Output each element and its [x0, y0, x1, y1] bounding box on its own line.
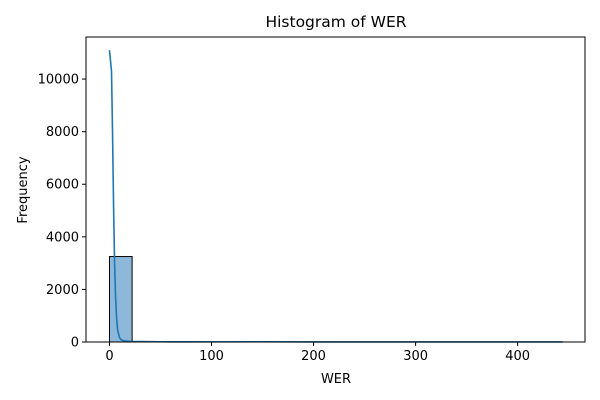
- chart-title: Histogram of WER: [265, 13, 406, 31]
- x-axis-label: WER: [321, 372, 351, 387]
- x-tick-label: 400: [505, 349, 530, 364]
- x-tick-label: 300: [403, 349, 428, 364]
- y-tick-label: 4000: [46, 230, 79, 245]
- x-tick-label: 100: [199, 349, 224, 364]
- y-tick-label: 6000: [46, 178, 79, 193]
- y-axis-label: Frequency: [16, 156, 31, 223]
- axes: [85, 36, 586, 343]
- x-tick-label: 200: [301, 349, 326, 364]
- y-axis-ticks: 0 2000 4000 6000 8000 10000: [38, 73, 86, 351]
- y-tick-label: 0: [71, 336, 79, 351]
- x-axis-ticks: 0 100 200 300 400: [105, 342, 530, 364]
- x-tick-label: 0: [105, 349, 113, 364]
- y-tick-label: 10000: [38, 73, 79, 88]
- histogram-bar: [108, 256, 133, 343]
- y-tick-label: 8000: [46, 125, 79, 140]
- plot-frame: [85, 36, 586, 343]
- y-tick-label: 2000: [46, 283, 79, 298]
